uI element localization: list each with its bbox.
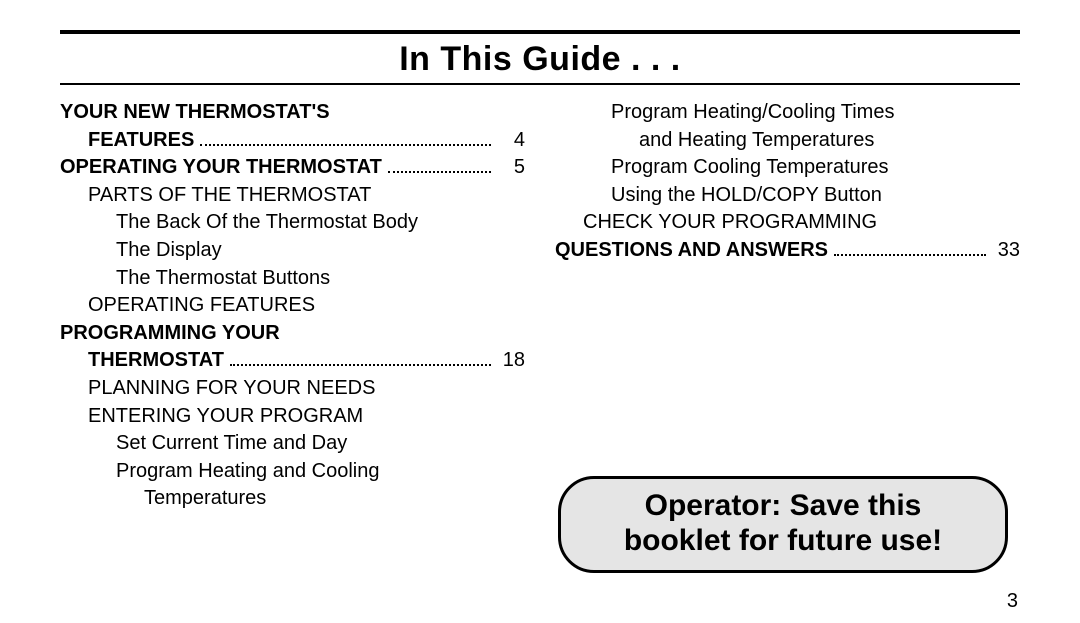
toc-entry-label: PROGRAMMING YOUR xyxy=(60,320,280,348)
toc-right-column: Program Heating/Cooling Timesand Heating… xyxy=(555,99,1020,513)
toc-entry-label: and Heating Temperatures xyxy=(639,127,874,155)
page-title: In This Guide . . . xyxy=(60,40,1020,79)
toc-entry-label: CHECK YOUR PROGRAMMING xyxy=(583,209,877,237)
toc-entry: The Back Of the Thermostat Body xyxy=(60,209,525,237)
toc-leader-dots xyxy=(834,238,986,256)
page: In This Guide . . . YOUR NEW THERMOSTAT'… xyxy=(0,0,1080,623)
toc-entry-label: Program Heating and Cooling xyxy=(116,458,380,486)
toc-entry: Set Current Time and Day xyxy=(60,430,525,458)
toc-entry: CHECK YOUR PROGRAMMING xyxy=(555,209,1020,237)
toc-entry: and Heating Temperatures xyxy=(555,127,1020,155)
toc-entry-label: The Display xyxy=(116,237,222,265)
toc-entry-label: PARTS OF THE THERMOSTAT xyxy=(88,182,371,210)
toc-entry-label: FEATURES xyxy=(88,127,194,155)
toc-leader-dots xyxy=(388,155,491,173)
toc-left-column: YOUR NEW THERMOSTAT'SFEATURES4OPERATING … xyxy=(60,99,525,513)
toc-leader-dots xyxy=(230,348,491,366)
toc-entry-label: Set Current Time and Day xyxy=(116,430,347,458)
toc-entry: Program Heating and Cooling xyxy=(60,458,525,486)
toc-entry-label: OPERATING FEATURES xyxy=(88,292,315,320)
toc-entry-label: The Thermostat Buttons xyxy=(116,265,330,293)
callout-line-1: Operator: Save this xyxy=(645,489,922,522)
toc-entry-page: 4 xyxy=(497,127,525,155)
footer-page-number: 3 xyxy=(1007,590,1018,613)
toc-entry-label: ENTERING YOUR PROGRAM xyxy=(88,403,363,431)
toc-entry-page: 18 xyxy=(497,347,525,375)
toc-entry: OPERATING YOUR THERMOSTAT 5 xyxy=(60,154,525,182)
toc-entry-label: The Back Of the Thermostat Body xyxy=(116,209,418,237)
toc-entry: QUESTIONS AND ANSWERS 33 xyxy=(555,237,1020,265)
toc-entry-label: QUESTIONS AND ANSWERS xyxy=(555,237,828,265)
toc-entry: FEATURES 4 xyxy=(60,127,525,155)
toc-entry: YOUR NEW THERMOSTAT'S xyxy=(60,99,525,127)
toc-entry: Temperatures xyxy=(60,485,525,513)
toc-entry: ENTERING YOUR PROGRAM xyxy=(60,403,525,431)
rule-under-title xyxy=(60,83,1020,85)
toc-entry: The Display xyxy=(60,237,525,265)
toc-entry: The Thermostat Buttons xyxy=(60,265,525,293)
toc-entry: Program Heating/Cooling Times xyxy=(555,99,1020,127)
toc-entry: PARTS OF THE THERMOSTAT xyxy=(60,182,525,210)
toc-entry-label: Program Heating/Cooling Times xyxy=(611,99,894,127)
toc-entry-label: PLANNING FOR YOUR NEEDS xyxy=(88,375,375,403)
toc-columns: YOUR NEW THERMOSTAT'SFEATURES4OPERATING … xyxy=(60,99,1020,513)
toc-entry-label: Using the HOLD/COPY Button xyxy=(611,182,882,210)
toc-entry: THERMOSTAT 18 xyxy=(60,347,525,375)
save-booklet-callout: Operator: Save this booklet for future u… xyxy=(558,476,1008,573)
toc-entry: Program Cooling Temperatures xyxy=(555,154,1020,182)
toc-entry-label: Program Cooling Temperatures xyxy=(611,154,889,182)
toc-leader-dots xyxy=(200,128,491,146)
toc-entry-label: OPERATING YOUR THERMOSTAT xyxy=(60,154,382,182)
toc-entry-page: 5 xyxy=(497,154,525,182)
toc-entry-label: THERMOSTAT xyxy=(88,347,224,375)
toc-entry: PROGRAMMING YOUR xyxy=(60,320,525,348)
toc-entry: PLANNING FOR YOUR NEEDS xyxy=(60,375,525,403)
callout-line-2: booklet for future use! xyxy=(624,524,942,557)
toc-entry-label: YOUR NEW THERMOSTAT'S xyxy=(60,99,330,127)
toc-entry-page: 33 xyxy=(992,237,1020,265)
toc-entry-label: Temperatures xyxy=(144,485,266,513)
toc-entry: OPERATING FEATURES xyxy=(60,292,525,320)
toc-entry: Using the HOLD/COPY Button xyxy=(555,182,1020,210)
rule-top xyxy=(60,30,1020,34)
